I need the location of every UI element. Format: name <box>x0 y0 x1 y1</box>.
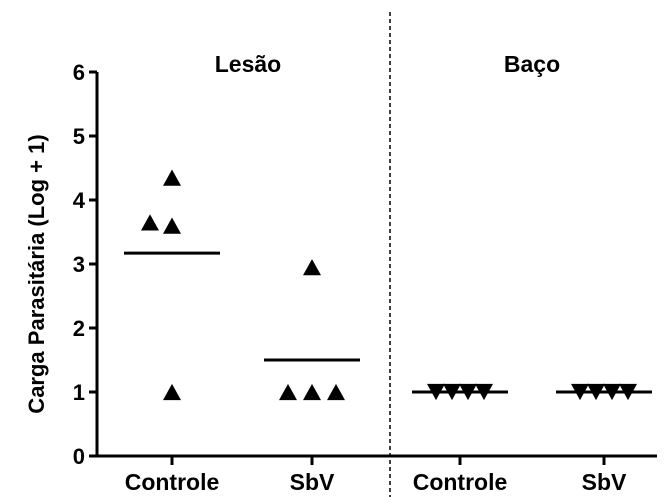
data-point-triangle-down <box>571 383 589 401</box>
y-tick-label: 4 <box>73 188 86 213</box>
y-tick-label: 3 <box>73 252 85 277</box>
y-tick-label: 5 <box>73 124 85 149</box>
y-axis-title: Carga Parasitária (Log + 1) <box>24 134 49 413</box>
data-point-triangle-up <box>327 383 345 401</box>
data-point-triangle-up <box>163 169 181 186</box>
group-label: Baço <box>504 51 560 77</box>
labels: 0 1 2 3 4 5 6 Carga Parasitária (Log + 1) Lesão C… <box>24 51 627 495</box>
data-point-triangle-down <box>603 383 621 401</box>
y-tick-label: 6 <box>73 60 85 85</box>
data-point-triangle-down <box>443 383 461 401</box>
category-label: SbV <box>290 469 335 495</box>
category-label: Controle <box>413 469 508 495</box>
category-label: Controle <box>125 469 220 495</box>
data-point-triangle-down <box>619 383 637 401</box>
data-point-triangle-up <box>279 383 297 401</box>
group-label: Lesão <box>215 51 281 77</box>
data-point-triangle-up <box>303 259 321 276</box>
y-tick-label: 0 <box>73 444 85 469</box>
data-point-triangle-down <box>475 383 493 401</box>
data-points <box>124 169 652 401</box>
axes <box>89 12 657 497</box>
data-point-triangle-up <box>303 383 321 401</box>
data-point-triangle-down <box>427 383 445 401</box>
data-point-triangle-up <box>163 217 181 234</box>
data-point-triangle-down <box>587 383 605 401</box>
y-tick-label: 1 <box>73 380 85 405</box>
data-point-triangle-down <box>459 383 477 401</box>
y-tick-label: 2 <box>73 316 85 341</box>
data-point-triangle-up <box>163 383 181 401</box>
data-point-triangle-up <box>141 214 159 231</box>
category-label: SbV <box>582 469 627 495</box>
